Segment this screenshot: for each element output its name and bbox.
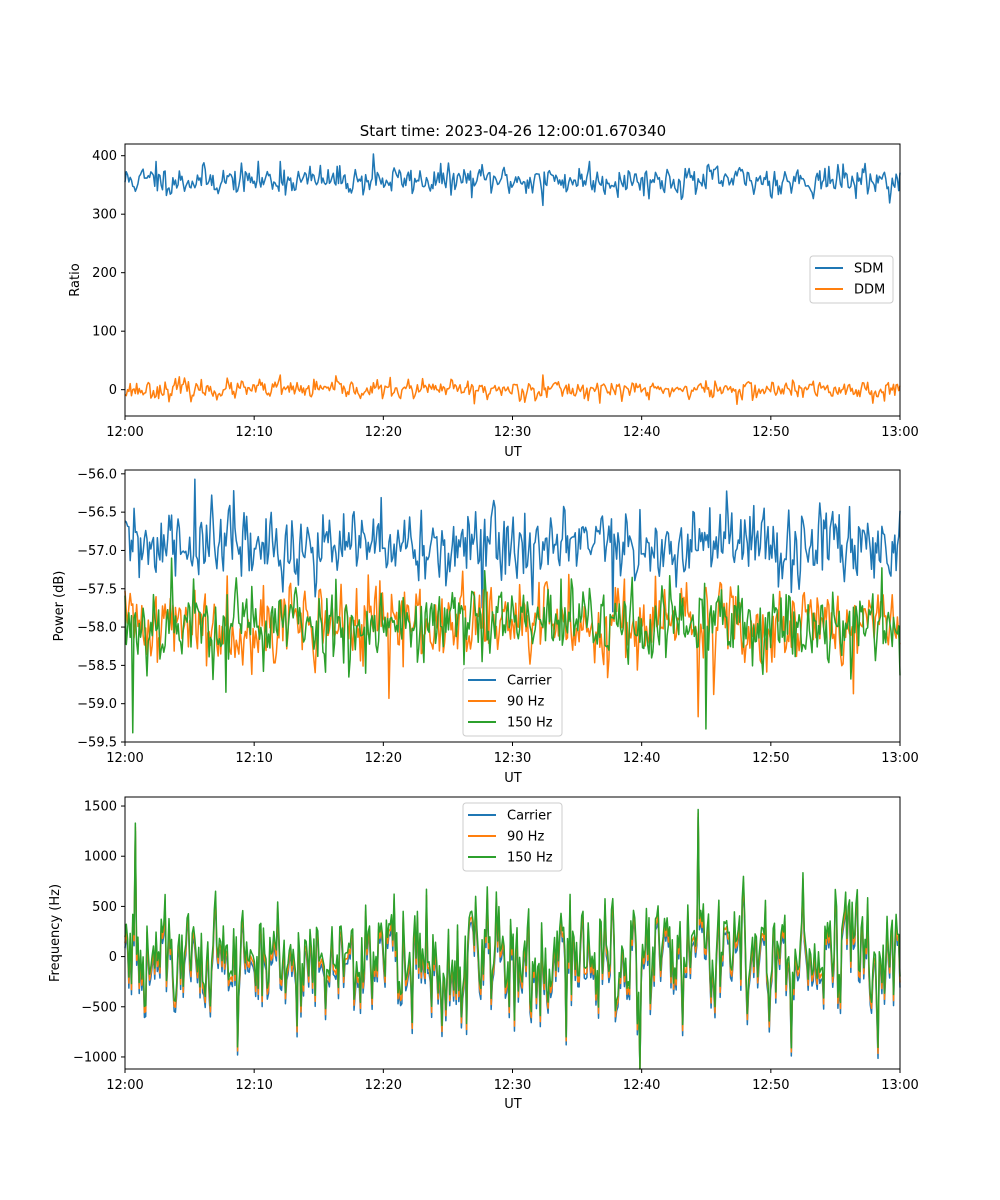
- x-tick-label: 12:50: [752, 1078, 789, 1093]
- series-line-150-hz: [124, 557, 901, 734]
- series-line-carrier: [124, 478, 901, 613]
- x-tick-label: 12:00: [106, 751, 143, 766]
- y-tick-label: 1000: [84, 850, 117, 865]
- x-axis-label: UT: [504, 1097, 522, 1112]
- legend-label: 90 Hz: [507, 830, 544, 845]
- x-tick-label: 12:50: [752, 751, 789, 766]
- x-tick-label: 12:40: [623, 751, 660, 766]
- y-tick-label: −500: [81, 1000, 117, 1015]
- series-line-150-hz: [124, 808, 901, 1070]
- y-axis-label: Ratio: [68, 263, 83, 296]
- x-tick-label: 12:20: [365, 751, 402, 766]
- y-tick-label: −59.0: [77, 697, 117, 712]
- y-tick-label: −58.0: [77, 621, 117, 636]
- y-tick-label: 100: [92, 325, 117, 340]
- x-tick-label: 12:40: [623, 425, 660, 440]
- x-tick-label: 12:50: [752, 425, 789, 440]
- x-axis-label: UT: [504, 445, 522, 460]
- x-tick-label: 13:00: [881, 1078, 918, 1093]
- x-tick-label: 12:40: [623, 1078, 660, 1093]
- series-line-ddm: [124, 374, 901, 406]
- y-tick-label: 0: [109, 950, 117, 965]
- y-tick-label: 500: [92, 900, 117, 915]
- series-line-sdm: [124, 153, 901, 207]
- legend-label: 150 Hz: [507, 716, 553, 731]
- legend-label: Carrier: [507, 809, 552, 824]
- x-tick-label: 12:30: [494, 751, 531, 766]
- x-tick-label: 12:30: [494, 425, 531, 440]
- x-tick-label: 12:20: [365, 1078, 402, 1093]
- legend: [462, 667, 563, 737]
- y-tick-label: 1500: [84, 800, 117, 815]
- x-tick-label: 12:10: [235, 425, 272, 440]
- x-tick-label: 12:00: [106, 1078, 143, 1093]
- x-axis-label: UT: [504, 771, 522, 786]
- chart-title: Start time: 2023-04-26 12:00:01.670340: [360, 122, 666, 140]
- y-axis-label: Power (dB): [52, 571, 67, 642]
- y-tick-label: −58.5: [77, 659, 117, 674]
- panel-power: 12:00 12:10 12:20 12:30 12:40 12:50 13:00 −59.5…: [52, 467, 919, 786]
- panel-ratio: Start time: 2023-04-26 12:00:01.670340 1…: [68, 122, 919, 460]
- x-tick-label: 12:10: [235, 751, 272, 766]
- y-tick-label: −56.0: [77, 467, 117, 482]
- y-tick-label: 0: [109, 383, 117, 398]
- y-tick-label: 200: [92, 266, 117, 281]
- panel-frequency: 12:00 12:10 12:20 12:30 12:40 12:50 13:00 −1000…: [48, 796, 919, 1112]
- y-tick-label: −57.0: [77, 544, 117, 559]
- x-tick-label: 13:00: [881, 751, 918, 766]
- legend-label: SDM: [854, 262, 883, 277]
- y-tick-label: −1000: [73, 1050, 117, 1065]
- y-tick-label: −56.5: [77, 506, 117, 521]
- legend-label: DDM: [854, 283, 885, 298]
- legend-label: 150 Hz: [507, 851, 553, 866]
- legend-label: 90 Hz: [507, 695, 544, 710]
- legend-label: Carrier: [507, 674, 552, 689]
- y-tick-label: −57.5: [77, 582, 117, 597]
- x-tick-label: 12:00: [106, 425, 143, 440]
- y-tick-label: 400: [92, 149, 117, 164]
- y-axis-label: Frequency (Hz): [48, 884, 63, 982]
- legend: [462, 802, 563, 872]
- y-tick-label: 300: [92, 208, 117, 223]
- x-tick-label: 12:30: [494, 1078, 531, 1093]
- x-tick-label: 13:00: [881, 425, 918, 440]
- y-tick-label: −59.5: [77, 736, 117, 751]
- x-tick-label: 12:10: [235, 1078, 272, 1093]
- x-tick-label: 12:20: [365, 425, 402, 440]
